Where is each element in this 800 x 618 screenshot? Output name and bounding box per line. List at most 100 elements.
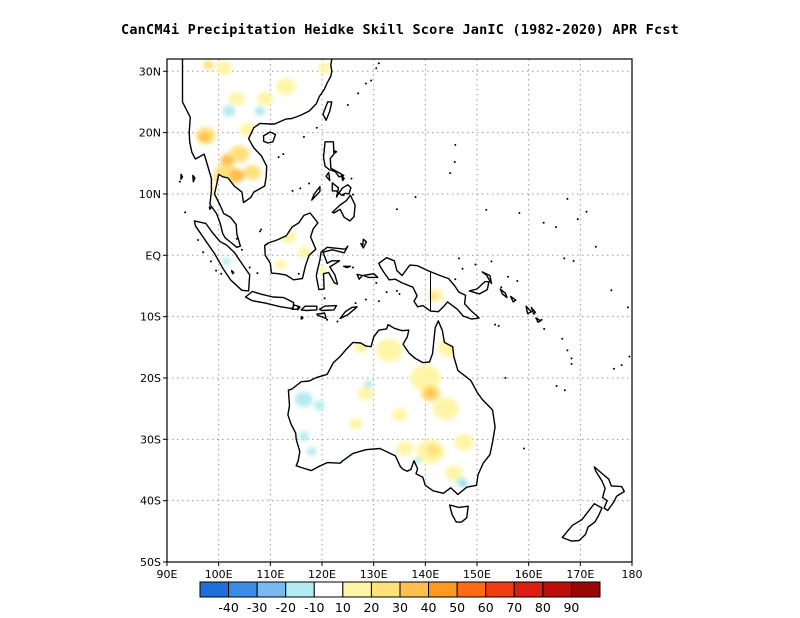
skill-patch	[228, 91, 245, 106]
coast-islet	[453, 161, 456, 164]
land-shading	[195, 60, 474, 487]
y-tick-label: 10N	[139, 188, 161, 201]
coast-sumatra	[193, 220, 251, 292]
coast-luzon	[322, 141, 345, 178]
skill-patch	[298, 431, 310, 441]
skill-patch	[222, 105, 236, 117]
coast-islet	[516, 280, 519, 283]
colorbar-swatch	[456, 581, 487, 598]
coast-island	[525, 305, 532, 315]
coast-islet	[265, 243, 268, 246]
skill-patch	[215, 61, 232, 76]
y-tick-label: EQ	[145, 249, 161, 262]
coast-islet	[585, 210, 588, 213]
coast-tasmania	[448, 504, 469, 523]
y-tick-label: 20N	[139, 127, 161, 140]
map-frame	[166, 58, 633, 563]
colorbar-label: -40	[218, 600, 238, 615]
coast-borneo	[264, 212, 319, 281]
x-tick-label: 170E	[566, 568, 594, 581]
skill-patch	[313, 400, 325, 411]
skill-patch	[229, 145, 250, 163]
y-tick-label: 30S	[140, 433, 161, 446]
x-tick-label: 160E	[515, 568, 543, 581]
coast-islet	[375, 67, 378, 70]
coast-islet	[354, 302, 357, 305]
coast-islet	[346, 104, 349, 107]
coast-islet	[308, 182, 311, 185]
coast-islet	[315, 126, 318, 129]
skill-patch	[432, 397, 460, 420]
coast-islet	[370, 79, 373, 82]
x-tick-label: 110E	[256, 568, 284, 581]
coast-islet	[248, 266, 251, 269]
coast-island	[300, 315, 304, 320]
x-tick-label: 130E	[360, 568, 388, 581]
skill-patch	[257, 91, 274, 106]
skill-patch	[222, 257, 231, 266]
skill-patch	[276, 78, 296, 95]
coast-islet	[518, 211, 521, 214]
coast-island	[340, 174, 345, 182]
y-tick-label: 10S	[140, 311, 161, 324]
colorbar-swatch	[342, 581, 372, 598]
skill-patch	[275, 259, 287, 270]
colorbar-label: 40	[421, 600, 437, 615]
coast-islet	[449, 172, 452, 175]
coast-islet	[570, 357, 573, 360]
lat-axis: 30N 20N 10N EQ 10S 20S 30S 40S 50S	[139, 65, 167, 569]
coast-islet	[628, 355, 631, 358]
coast-islet	[542, 221, 545, 224]
colorbar-swatch	[513, 581, 544, 598]
colorbar-label: -10	[304, 600, 324, 615]
y-tick-label: 30N	[139, 65, 161, 78]
coast-island	[339, 306, 358, 320]
x-tick-label: 90E	[157, 568, 178, 581]
x-tick-label: 180	[622, 568, 643, 581]
coast-islet	[540, 318, 543, 321]
skill-patch	[297, 246, 311, 258]
skill-patch	[426, 444, 441, 457]
y-tick-label: 50S	[140, 556, 161, 569]
coast-islet	[377, 62, 380, 65]
colorbar-label: 10	[335, 600, 351, 615]
coast-islet	[494, 323, 497, 326]
coast-islet	[240, 248, 243, 251]
coast-islet	[485, 208, 488, 211]
skill-patch	[317, 266, 327, 275]
colorbar-label: 60	[478, 600, 494, 615]
lon-axis: 90E 100E 110E 120E 130E 140E 150E 160E 170E 180	[157, 562, 643, 581]
x-tick-label: 140E	[411, 568, 439, 581]
colorbar-swatch	[570, 581, 601, 598]
coast-island	[468, 281, 490, 295]
colorbar-swatch	[428, 581, 458, 598]
skill-patch	[454, 434, 474, 451]
skill-patch	[295, 392, 313, 407]
coast-islet	[377, 300, 380, 303]
skill-patch	[410, 364, 441, 391]
colorbar-swatch	[542, 581, 572, 598]
coast-islet	[500, 286, 503, 289]
coast-island	[343, 265, 352, 269]
colorbar-label: 50	[449, 600, 465, 615]
coast-java	[244, 290, 295, 310]
coast-islet	[454, 278, 457, 281]
skill-patch	[445, 465, 463, 481]
coast-islet	[256, 272, 259, 275]
colorbar-swatch	[199, 581, 230, 598]
colorbar-label: 90	[563, 600, 579, 615]
coast-islet	[566, 197, 569, 200]
colorbar-swatch	[399, 581, 430, 598]
coast-islet	[209, 260, 212, 263]
coast-islet	[178, 180, 181, 183]
map-gridlines	[167, 59, 632, 562]
coast-islet	[302, 135, 305, 138]
x-tick-label: 150E	[463, 568, 491, 581]
skill-patch	[413, 457, 422, 465]
coast-islet	[610, 289, 613, 292]
coast-australia	[287, 320, 496, 496]
shading-blobs	[195, 60, 474, 487]
coast-islet	[323, 297, 326, 300]
colorbar-label: -30	[247, 600, 267, 615]
skill-patch	[318, 62, 332, 74]
